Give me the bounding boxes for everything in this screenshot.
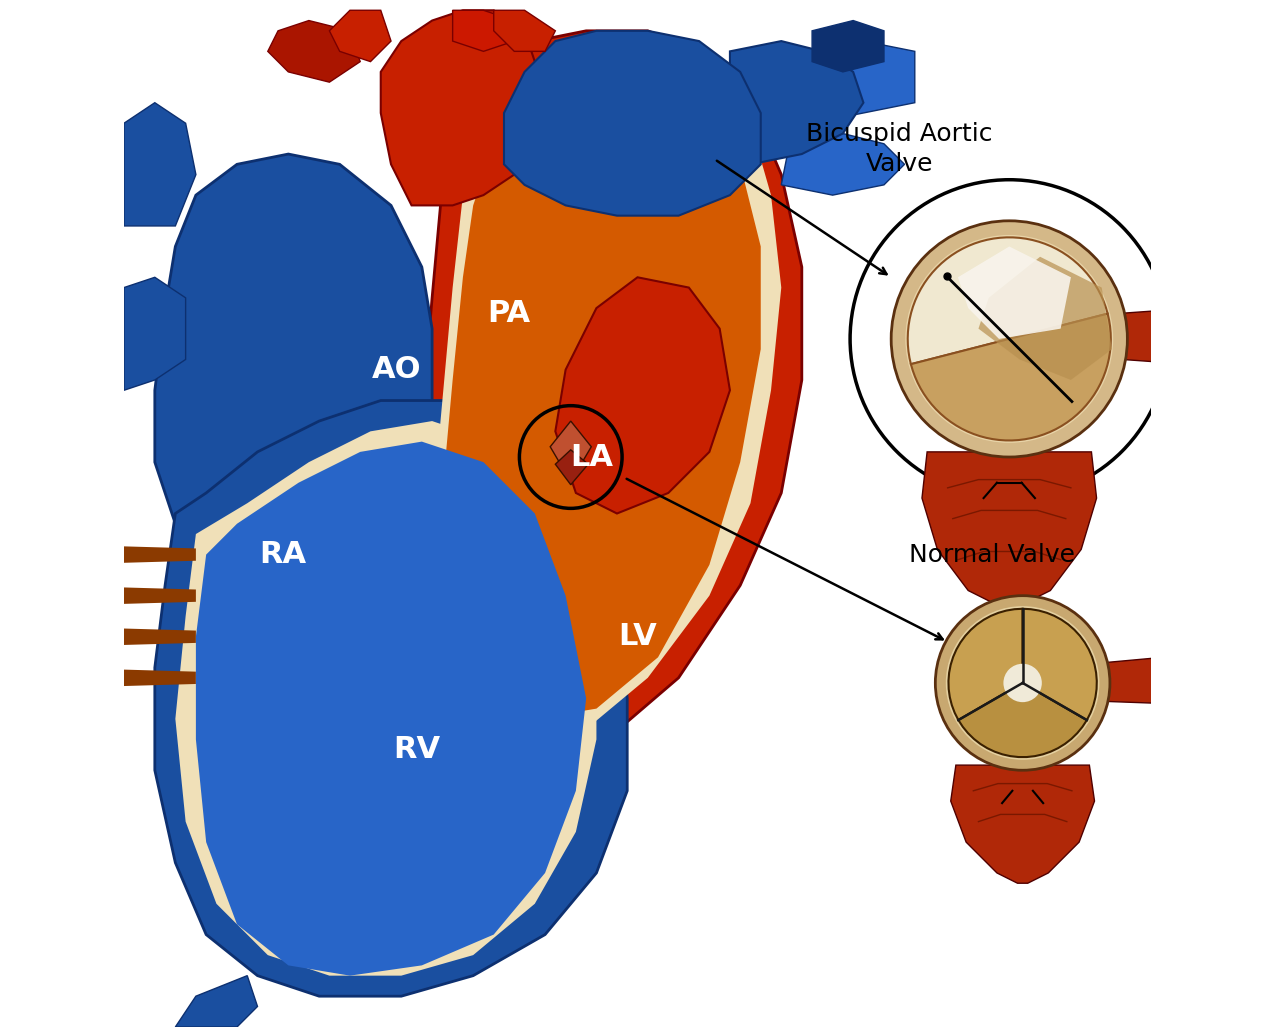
Text: Normal Valve: Normal Valve [909, 542, 1075, 567]
Text: LV: LV [618, 622, 657, 651]
Circle shape [936, 596, 1111, 770]
Polygon shape [124, 629, 196, 645]
Polygon shape [922, 452, 1096, 606]
Polygon shape [908, 237, 1108, 365]
Polygon shape [442, 72, 761, 719]
Polygon shape [782, 134, 904, 195]
Polygon shape [556, 450, 588, 485]
Circle shape [891, 221, 1127, 457]
Polygon shape [812, 21, 884, 72]
Polygon shape [978, 257, 1112, 380]
Polygon shape [124, 103, 196, 226]
Polygon shape [1023, 609, 1096, 720]
Polygon shape [124, 670, 196, 686]
Text: RV: RV [393, 735, 440, 764]
Polygon shape [154, 401, 627, 996]
Polygon shape [176, 976, 258, 1027]
Polygon shape [176, 421, 597, 976]
Polygon shape [493, 10, 556, 51]
Text: LA: LA [570, 443, 613, 471]
Polygon shape [812, 41, 914, 123]
Text: PA: PA [487, 299, 530, 328]
Text: Bicuspid Aortic
Valve: Bicuspid Aortic Valve [806, 122, 993, 176]
Polygon shape [124, 587, 196, 604]
Circle shape [946, 606, 1099, 760]
Polygon shape [951, 765, 1094, 883]
Polygon shape [268, 21, 361, 82]
Polygon shape [124, 277, 186, 390]
Polygon shape [432, 51, 782, 729]
Circle shape [1003, 663, 1042, 702]
Polygon shape [124, 546, 196, 563]
Text: AO: AO [371, 355, 421, 384]
Polygon shape [1107, 657, 1163, 703]
Polygon shape [556, 277, 729, 514]
Polygon shape [329, 10, 391, 62]
Circle shape [905, 235, 1113, 443]
Polygon shape [910, 313, 1111, 441]
Polygon shape [729, 41, 863, 164]
Polygon shape [504, 31, 761, 216]
Polygon shape [412, 31, 802, 750]
Polygon shape [551, 421, 592, 464]
Text: RA: RA [260, 540, 307, 569]
Polygon shape [453, 10, 514, 51]
Polygon shape [381, 10, 546, 205]
Polygon shape [154, 154, 432, 565]
Polygon shape [1122, 308, 1195, 365]
Polygon shape [959, 683, 1086, 757]
Polygon shape [958, 246, 1071, 339]
Polygon shape [196, 442, 587, 976]
Polygon shape [949, 609, 1023, 720]
